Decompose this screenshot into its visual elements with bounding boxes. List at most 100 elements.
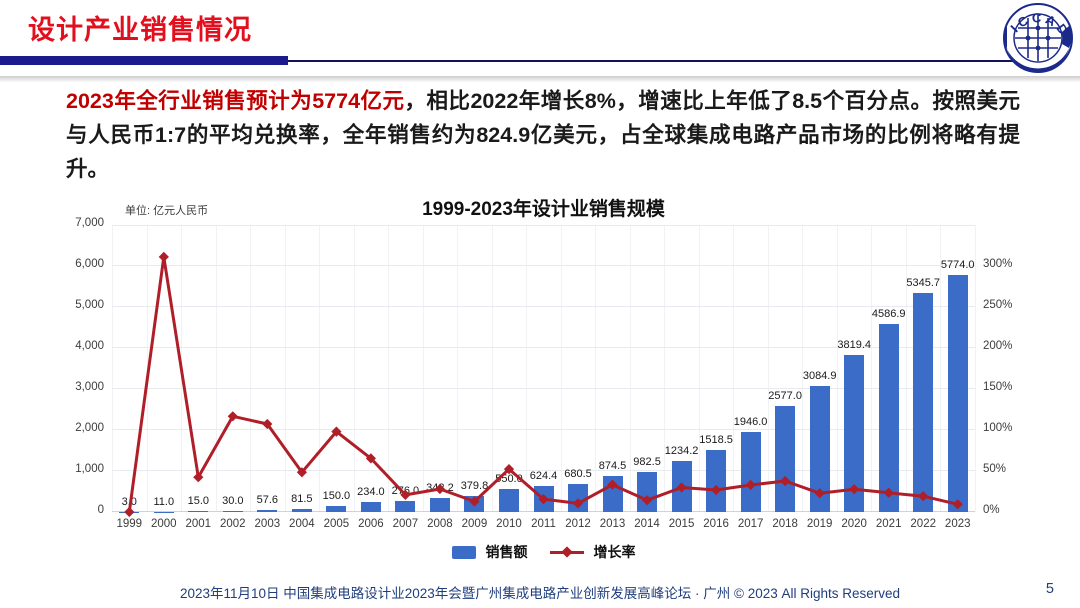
vertical-gridline (560, 225, 562, 512)
growth-point-marker (883, 487, 894, 498)
legend-growth-marker (549, 545, 584, 559)
plot-area: 0 0% 1,000 50% 2,000 100% 3,000 150% 4,000 200% 5,… (75, 217, 1012, 530)
vertical-gridline (146, 225, 148, 512)
bar-value-label: 1518.5 (699, 433, 733, 446)
bar-value-label: 1946.0 (733, 416, 768, 429)
x-axis-label: 2023 (944, 518, 971, 530)
growth-point-marker (193, 472, 204, 483)
header-accent-bar (0, 56, 288, 65)
growth-point-marker (780, 475, 791, 487)
bar-value-label: 982.5 (633, 455, 661, 468)
chart-unit-label: 单位: 亿元人民币 (125, 205, 209, 217)
vertical-gridline (975, 225, 976, 512)
x-axis-label: 2018 (772, 518, 798, 530)
bar-value-label: 57.6 (256, 493, 279, 506)
bar (913, 292, 934, 512)
bar-value-label: 15.0 (187, 495, 209, 508)
left-axis-tick: 0 (97, 504, 104, 516)
left-axis-tick: 5,000 (75, 299, 104, 311)
vertical-gridline (905, 225, 907, 512)
left-axis-tick: 1,000 (75, 463, 104, 475)
left-axis-tick: 4,000 (75, 340, 104, 352)
vertical-gridline (388, 225, 390, 512)
vertical-gridline (698, 225, 700, 512)
vertical-gridline (802, 225, 804, 512)
page-number: 5 (1045, 581, 1054, 597)
bar-value-label: 4586.9 (871, 307, 906, 320)
x-axis-label: 1999 (116, 518, 143, 530)
right-axis-tick: 150% (983, 381, 1013, 393)
bar (188, 511, 209, 512)
bar-value-label: 624.4 (529, 470, 558, 483)
iccad-logo-icon: ICCAD (1003, 3, 1073, 73)
right-axis-tick: 300% (983, 258, 1013, 270)
horizontal-gridline (112, 429, 975, 430)
vertical-gridline (319, 225, 321, 512)
sales-chart: 1999-2023年设计业销售规模 单位: 亿元人民币 0 0% 1,000 50% 2… (0, 194, 1080, 560)
bar-value-label: 1234.2 (664, 445, 699, 458)
vertical-gridline (629, 225, 631, 512)
vertical-gridline (215, 225, 217, 512)
x-axis-label: 2008 (427, 518, 453, 530)
vertical-gridline (491, 225, 493, 512)
bar-value-label: 680.5 (564, 468, 592, 481)
left-axis-tick: 6,000 (75, 258, 104, 270)
vertical-gridline (733, 225, 735, 512)
right-axis-tick: 200% (983, 340, 1013, 352)
growth-point-marker (814, 488, 825, 499)
growth-point-marker (124, 506, 135, 518)
x-axis-label: 2011 (531, 518, 556, 530)
growth-point-marker (227, 411, 238, 422)
growth-point-marker (158, 251, 169, 262)
vertical-gridline (422, 225, 424, 512)
vertical-gridline (284, 225, 286, 512)
x-axis-label: 2009 (461, 518, 488, 530)
growth-point-marker (849, 484, 860, 495)
x-axis-label: 2012 (565, 518, 591, 530)
bar-value-label: 5345.7 (906, 276, 941, 289)
bar (291, 508, 312, 512)
right-axis-tick: 50% (983, 463, 1007, 475)
bar (222, 510, 243, 512)
vertical-gridline (595, 225, 597, 512)
bar-value-label: 30.0 (222, 494, 244, 507)
right-axis-tick: 250% (983, 299, 1013, 311)
header-shadow (0, 76, 1080, 82)
growth-point-marker (952, 499, 963, 510)
left-axis-tick: 2,000 (75, 422, 104, 434)
horizontal-gridline (112, 306, 975, 307)
vertical-gridline (353, 225, 355, 512)
header-rule-line (288, 60, 1035, 62)
footer-credit: 2023年11月10日 中国集成电路设计业2023年会暨广州集成电路产业创新发展… (179, 586, 901, 601)
bar (878, 323, 899, 512)
bar (429, 497, 450, 512)
bar-value-label: 874.5 (598, 460, 627, 473)
horizontal-gridline (112, 225, 975, 226)
x-axis-label: 2022 (910, 518, 936, 530)
growth-line-path (127, 255, 959, 513)
legend-sales-swatch (451, 545, 476, 559)
bar (844, 355, 865, 512)
bar-value-label: 5774.0 (940, 259, 975, 272)
x-axis-label: 2013 (599, 518, 626, 530)
bar-value-label: 379.8 (460, 480, 489, 493)
vertical-gridline (664, 225, 666, 512)
growth-point-marker (676, 482, 687, 493)
bar (602, 476, 623, 512)
vertical-gridline (836, 225, 838, 512)
vertical-gridline (940, 225, 942, 512)
bar-value-label: 2577.0 (768, 390, 802, 403)
x-axis-label: 2016 (703, 518, 729, 530)
growth-point-marker (642, 495, 653, 506)
left-axis-tick: 3,000 (75, 381, 104, 393)
legend-sales-label: 销售额 (485, 544, 528, 560)
bar (809, 385, 830, 512)
left-axis-tick: 7,000 (75, 217, 104, 229)
chart-title: 1999-2023年设计业销售规模 (422, 199, 665, 220)
x-axis-label: 2017 (737, 518, 764, 530)
legend-diamond-icon (560, 545, 573, 558)
bar (775, 406, 796, 512)
x-axis-label: 2020 (841, 518, 867, 530)
x-axis-label: 2001 (185, 518, 212, 530)
